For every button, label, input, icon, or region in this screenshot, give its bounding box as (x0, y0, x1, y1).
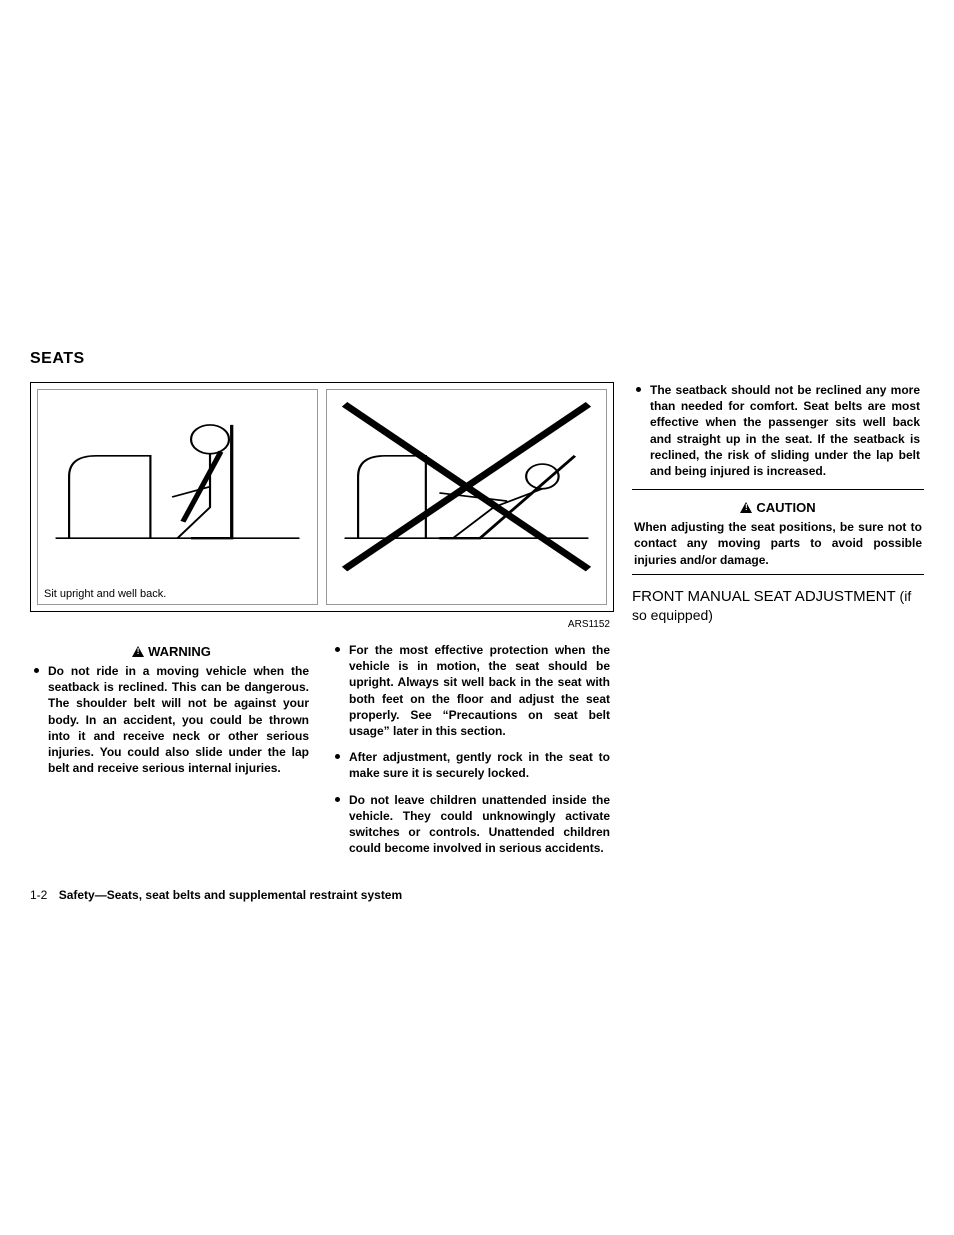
warning-item: After adjustment, gently rock in the sea… (335, 749, 610, 781)
figure-id: ARS1152 (568, 619, 610, 630)
figure-incorrect-posture (326, 389, 607, 605)
warning-list-col3: The seatback should not be reclined any … (632, 382, 924, 479)
warning-item: The seatback should not be reclined any … (636, 382, 920, 479)
caution-header: CAUTION (634, 500, 922, 515)
warning-list-col2: For the most effective protection when t… (331, 642, 614, 856)
subsection-heading: FRONT MANUAL SEAT ADJUSTMENT (if so equi… (632, 587, 924, 626)
warning-header: WARNING (30, 644, 313, 659)
figure-correct-posture: Sit upright and well back. (37, 389, 318, 605)
warning-icon (132, 646, 144, 657)
figure-wrap: Sit upright and well back. (30, 382, 614, 612)
caution-icon (740, 502, 752, 513)
warning-item: Do not ride in a moving vehicle when the… (34, 663, 309, 776)
caution-label: CAUTION (756, 500, 815, 515)
subheading-main: FRONT MANUAL SEAT ADJUSTMENT (632, 588, 900, 605)
column-1: WARNING Do not ride in a moving vehicle … (30, 638, 313, 866)
section-title: SEATS (30, 350, 924, 368)
figure-left-caption: Sit upright and well back. (44, 588, 166, 600)
warning-list-col1: Do not ride in a moving vehicle when the… (30, 663, 313, 776)
content-columns: Sit upright and well back. (30, 382, 924, 866)
caution-box: CAUTION When adjusting the seat position… (632, 489, 924, 575)
page-footer: 1-2 Safety—Seats, seat belts and supplem… (30, 888, 924, 902)
warning-label: WARNING (148, 644, 211, 659)
warning-item: For the most effective protection when t… (335, 642, 610, 739)
warning-item: Do not leave children unattended inside … (335, 792, 610, 857)
column-3: The seatback should not be reclined any … (632, 382, 924, 866)
column-2: For the most effective protection when t… (331, 638, 614, 866)
page-number: 1-2 (30, 888, 47, 902)
footer-title: Safety—Seats, seat belts and supplementa… (59, 888, 402, 902)
seat-posture-figure: Sit upright and well back. (30, 382, 614, 612)
manual-page: SEATS (30, 350, 924, 902)
caution-text: When adjusting the seat positions, be su… (634, 519, 922, 568)
